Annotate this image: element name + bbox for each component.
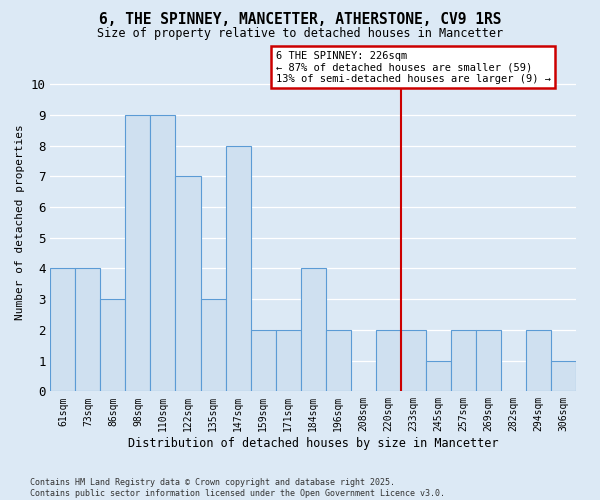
Bar bbox=[551, 360, 576, 392]
Bar bbox=[326, 330, 350, 392]
Bar bbox=[175, 176, 200, 392]
Text: Size of property relative to detached houses in Mancetter: Size of property relative to detached ho… bbox=[97, 28, 503, 40]
X-axis label: Distribution of detached houses by size in Mancetter: Distribution of detached houses by size … bbox=[128, 437, 499, 450]
Bar bbox=[526, 330, 551, 392]
Bar bbox=[251, 330, 275, 392]
Bar bbox=[301, 268, 326, 392]
Bar bbox=[76, 268, 100, 392]
Bar bbox=[100, 299, 125, 392]
Text: 6, THE SPINNEY, MANCETTER, ATHERSTONE, CV9 1RS: 6, THE SPINNEY, MANCETTER, ATHERSTONE, C… bbox=[99, 12, 501, 28]
Text: Contains HM Land Registry data © Crown copyright and database right 2025.
Contai: Contains HM Land Registry data © Crown c… bbox=[30, 478, 445, 498]
Bar bbox=[376, 330, 401, 392]
Text: 6 THE SPINNEY: 226sqm
← 87% of detached houses are smaller (59)
13% of semi-deta: 6 THE SPINNEY: 226sqm ← 87% of detached … bbox=[275, 50, 551, 84]
Bar bbox=[200, 299, 226, 392]
Bar bbox=[476, 330, 500, 392]
Bar bbox=[275, 330, 301, 392]
Bar bbox=[151, 115, 175, 392]
Bar bbox=[226, 146, 251, 392]
Y-axis label: Number of detached properties: Number of detached properties bbox=[15, 124, 25, 320]
Bar bbox=[125, 115, 151, 392]
Bar bbox=[50, 268, 76, 392]
Bar bbox=[451, 330, 476, 392]
Bar bbox=[401, 330, 425, 392]
Bar bbox=[425, 360, 451, 392]
